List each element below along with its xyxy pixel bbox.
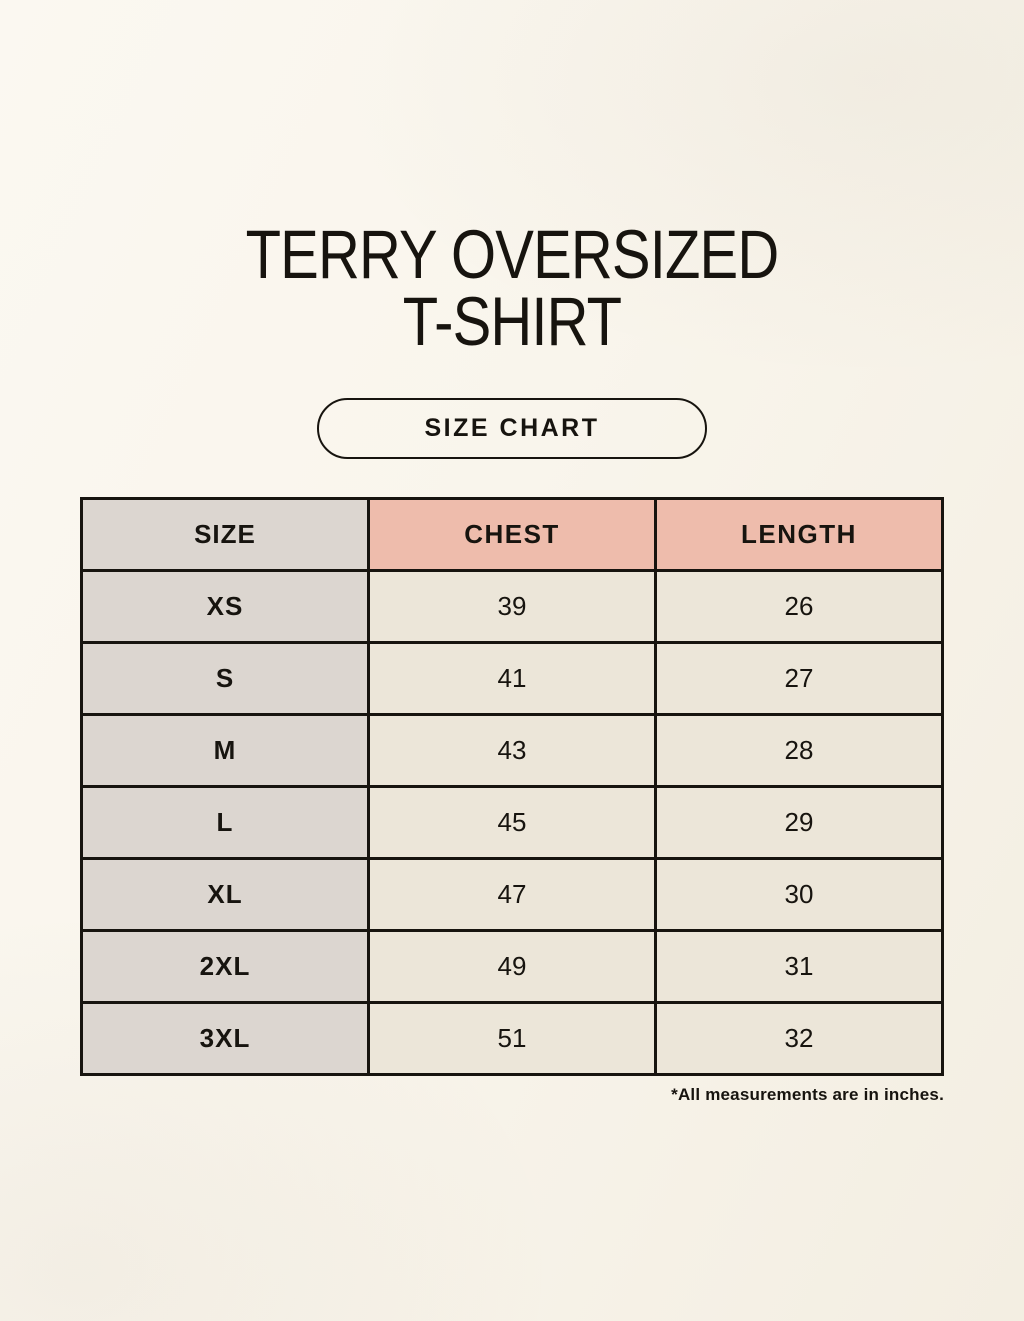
table-row: S 41 27 — [80, 640, 944, 716]
size-chart-button[interactable]: SIZE CHART — [317, 397, 707, 459]
chest-cell: 49 — [367, 928, 657, 1004]
size-cell: 3XL — [80, 1000, 370, 1076]
chest-cell: 43 — [367, 712, 657, 788]
chest-cell: 45 — [367, 784, 657, 860]
table-row: 2XL 49 31 — [80, 928, 944, 1004]
length-cell: 28 — [654, 712, 944, 788]
length-cell: 30 — [654, 856, 944, 932]
chest-cell: 47 — [367, 856, 657, 932]
length-cell: 32 — [654, 1000, 944, 1076]
table-row: XL 47 30 — [80, 856, 944, 932]
chest-cell: 51 — [367, 1000, 657, 1076]
column-header-size: SIZE — [80, 496, 370, 572]
size-cell: XS — [80, 568, 370, 644]
table-header-row: SIZE CHEST LENGTH — [80, 496, 944, 572]
size-cell: 2XL — [80, 928, 370, 1004]
column-header-length: LENGTH — [654, 496, 944, 572]
page-title-line1: TERRY OVERSIZED — [245, 216, 780, 293]
page-title-line2: T-SHIRT — [402, 282, 622, 360]
length-cell: 26 — [654, 568, 944, 644]
table-row: 3XL 51 32 — [80, 1000, 944, 1076]
table-row: XS 39 26 — [80, 568, 944, 644]
table-row: M 43 28 — [80, 712, 944, 788]
size-cell: XL — [80, 856, 370, 932]
size-table: SIZE CHEST LENGTH XS 39 26 S 41 27 M 43 … — [80, 496, 944, 1076]
length-cell: 29 — [654, 784, 944, 860]
table-row: L 45 29 — [80, 784, 944, 860]
measurements-note: *All measurements are in inches. — [671, 1084, 944, 1104]
size-cell: S — [80, 640, 370, 716]
length-cell: 31 — [654, 928, 944, 1004]
size-cell: L — [80, 784, 370, 860]
column-header-chest: CHEST — [367, 496, 657, 572]
size-cell: M — [80, 712, 370, 788]
chest-cell: 39 — [367, 568, 657, 644]
length-cell: 27 — [654, 640, 944, 716]
chest-cell: 41 — [367, 640, 657, 716]
size-chart-button-label: SIZE CHART — [424, 413, 600, 442]
page-title: TERRY OVERSIZED T-SHIRT — [82, 0, 942, 356]
